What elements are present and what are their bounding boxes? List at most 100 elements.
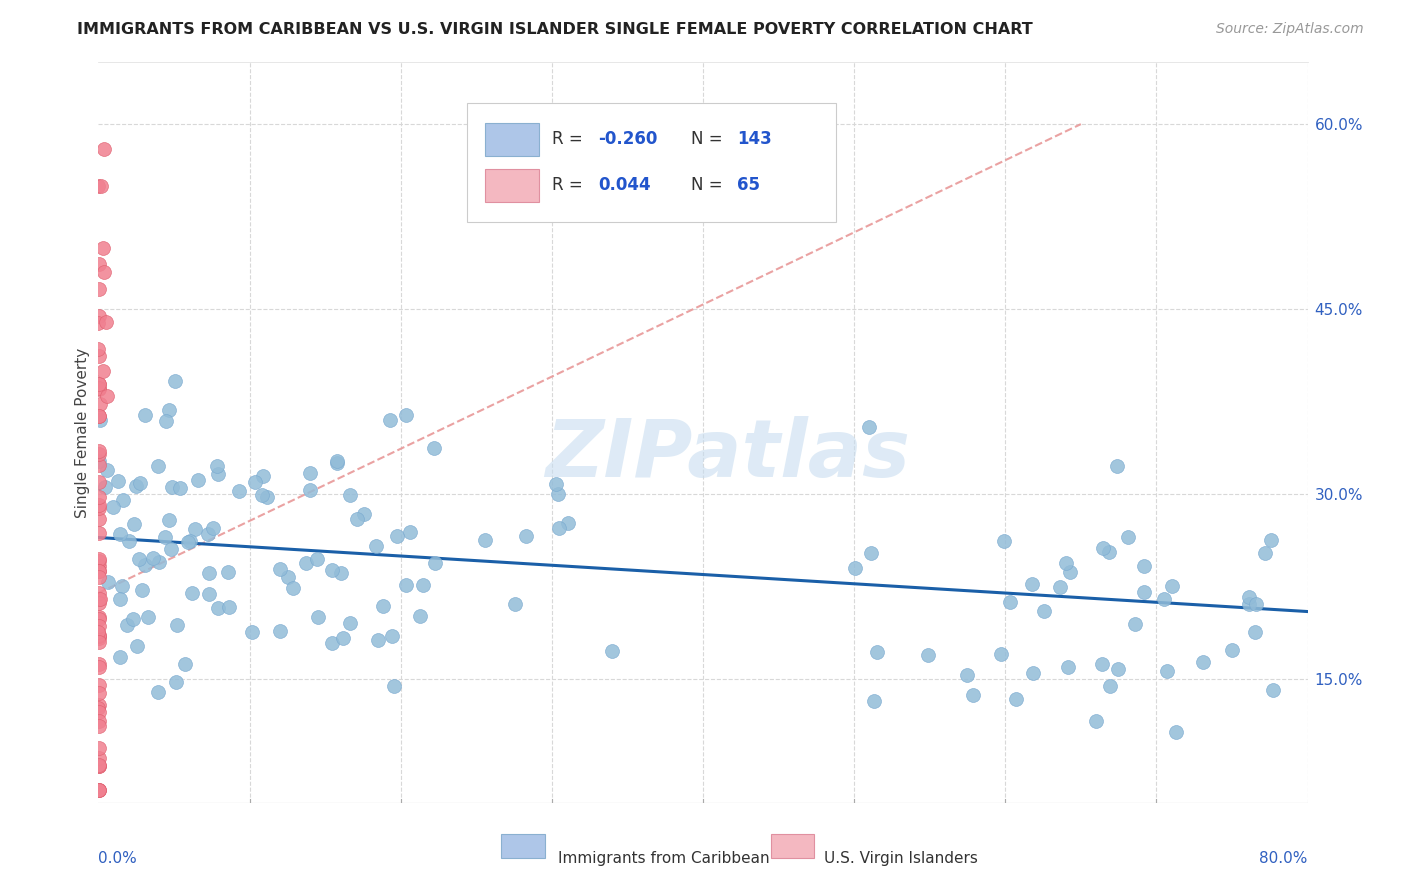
- Point: [136, 610, 159, 624]
- Point: [181, 586, 204, 600]
- Point: [87, 381, 110, 395]
- Point: [87, 686, 110, 700]
- Point: [87, 783, 110, 797]
- Point: [298, 466, 321, 480]
- Point: [87, 490, 110, 504]
- FancyBboxPatch shape: [485, 123, 538, 156]
- Point: [217, 565, 239, 579]
- Point: [412, 578, 434, 592]
- Point: [87, 310, 110, 324]
- Point: [134, 408, 156, 422]
- Point: [917, 648, 939, 662]
- Point: [134, 558, 156, 572]
- Point: [364, 539, 387, 553]
- Point: [89, 609, 111, 624]
- Point: [155, 414, 177, 428]
- Point: [87, 554, 110, 568]
- Point: [240, 625, 263, 640]
- Point: [866, 645, 889, 659]
- Text: 80.0%: 80.0%: [1260, 851, 1308, 866]
- Point: [281, 581, 304, 595]
- Point: [1254, 546, 1277, 560]
- Point: [339, 488, 361, 502]
- Point: [87, 718, 110, 732]
- Point: [89, 396, 111, 410]
- Point: [90, 178, 112, 193]
- Point: [860, 545, 883, 559]
- Point: [332, 631, 354, 645]
- Point: [1054, 556, 1077, 570]
- Point: [1022, 666, 1045, 681]
- Point: [993, 534, 1015, 549]
- Point: [990, 647, 1012, 661]
- Point: [308, 610, 330, 624]
- Point: [91, 240, 114, 254]
- Point: [87, 757, 110, 772]
- Point: [108, 527, 131, 541]
- Point: [89, 376, 111, 391]
- Point: [87, 635, 110, 649]
- Y-axis label: Single Female Poverty: Single Female Poverty: [75, 348, 90, 517]
- Point: [1098, 679, 1121, 693]
- Point: [1156, 664, 1178, 678]
- FancyBboxPatch shape: [501, 834, 544, 857]
- Point: [87, 714, 110, 729]
- Point: [1091, 657, 1114, 671]
- Point: [1056, 660, 1078, 674]
- Point: [169, 481, 191, 495]
- Point: [956, 668, 979, 682]
- Point: [505, 597, 527, 611]
- Point: [93, 265, 115, 279]
- Point: [87, 512, 110, 526]
- Point: [207, 601, 229, 615]
- Point: [93, 142, 115, 156]
- Point: [371, 599, 394, 613]
- Point: [87, 458, 110, 473]
- Point: [399, 524, 422, 539]
- Point: [305, 552, 328, 566]
- Point: [409, 609, 432, 624]
- Point: [1059, 565, 1081, 579]
- Point: [177, 535, 200, 549]
- Point: [89, 591, 111, 606]
- Point: [87, 751, 110, 765]
- Point: [385, 529, 408, 543]
- Point: [153, 530, 176, 544]
- Point: [228, 483, 250, 498]
- Point: [1021, 577, 1043, 591]
- Point: [962, 688, 984, 702]
- Point: [269, 624, 291, 639]
- Point: [101, 500, 124, 514]
- Point: [89, 759, 111, 773]
- Point: [87, 569, 110, 583]
- Point: [425, 556, 447, 570]
- Point: [87, 783, 110, 797]
- Point: [1032, 604, 1054, 618]
- Point: [179, 534, 201, 549]
- Point: [197, 587, 219, 601]
- Point: [256, 490, 278, 504]
- Point: [87, 698, 110, 713]
- Point: [148, 685, 170, 699]
- Point: [89, 447, 111, 461]
- FancyBboxPatch shape: [467, 103, 837, 221]
- Point: [1244, 598, 1267, 612]
- Point: [89, 564, 111, 578]
- Point: [353, 507, 375, 521]
- Point: [1220, 642, 1243, 657]
- Point: [160, 480, 183, 494]
- Point: [107, 475, 129, 489]
- Point: [87, 257, 110, 271]
- Point: [197, 527, 219, 541]
- Text: Immigrants from Caribbean: Immigrants from Caribbean: [558, 851, 769, 866]
- Point: [125, 639, 148, 653]
- Point: [395, 408, 418, 422]
- Point: [165, 674, 187, 689]
- Point: [89, 443, 111, 458]
- Point: [1133, 584, 1156, 599]
- Text: Source: ZipAtlas.com: Source: ZipAtlas.com: [1216, 22, 1364, 37]
- Point: [87, 282, 110, 296]
- Point: [321, 564, 343, 578]
- Point: [110, 649, 132, 664]
- Point: [115, 618, 138, 632]
